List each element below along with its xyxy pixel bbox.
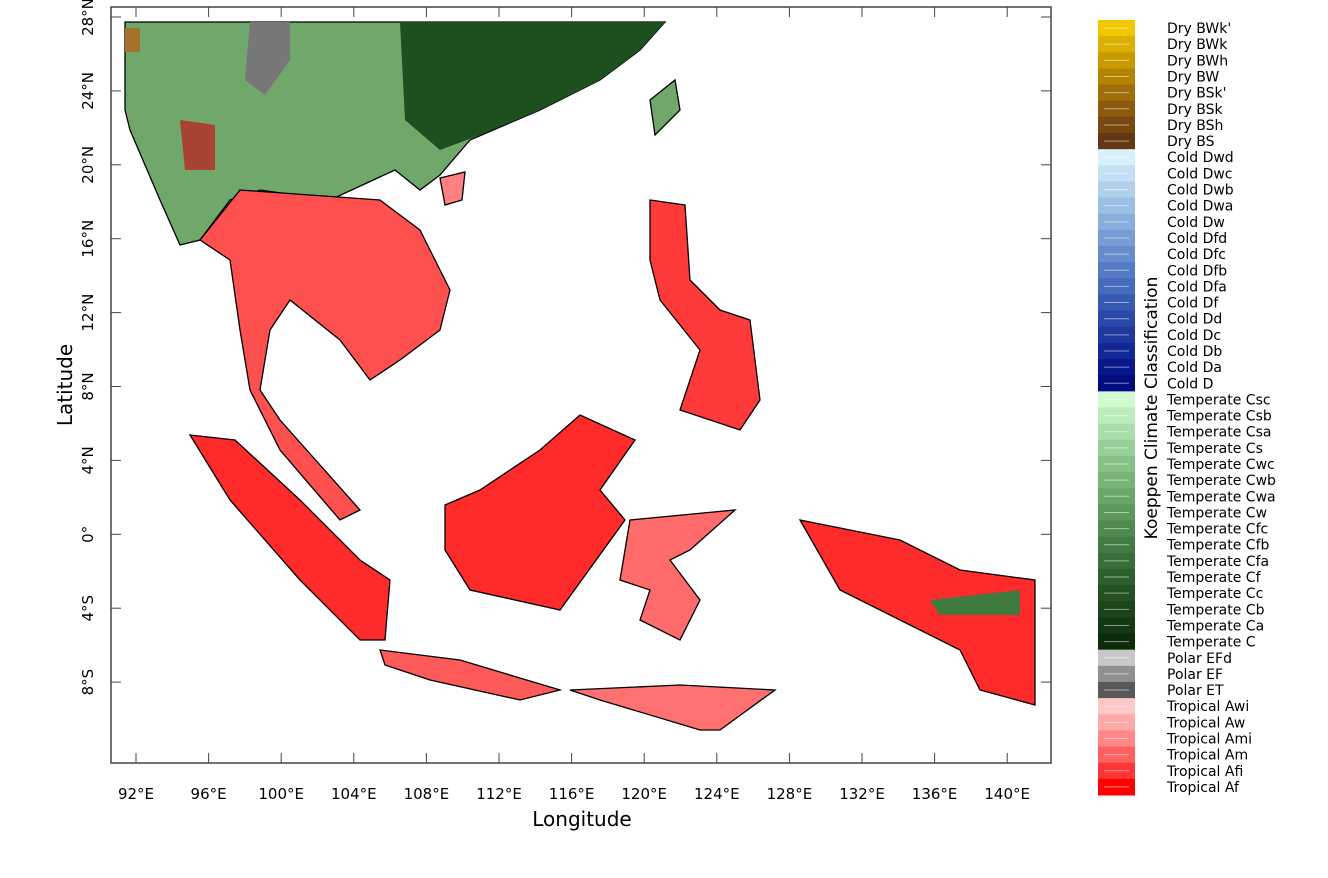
legend-label: Cold Db (1167, 344, 1222, 360)
y-tick-label: 4°S (79, 595, 97, 622)
y-tick-label: 8°S (79, 669, 97, 696)
y-tick-label: 4°N (79, 446, 97, 474)
legend-title: Koeppen Climate Classification (1142, 277, 1162, 540)
legend-label: Cold Dfb (1167, 263, 1227, 279)
x-tick-label: 96°E (191, 785, 227, 803)
new-guinea-highlands (930, 590, 1020, 615)
legend-label: Temperate Cc (1166, 586, 1263, 602)
x-tick-label: 100°E (258, 785, 304, 803)
y-axis-label: Latitude (53, 344, 77, 426)
legend-label: Polar EF (1167, 667, 1223, 683)
legend-label: Cold Dwb (1167, 183, 1234, 199)
x-tick-label: 108°E (404, 785, 450, 803)
lesser-sunda (569, 684, 777, 731)
legend-label: Tropical Aw (1166, 715, 1245, 731)
sulawesi (619, 509, 737, 641)
legend-label: Temperate Cw (1166, 505, 1267, 521)
philippines (649, 199, 761, 431)
y-tick-label: 0° (79, 526, 97, 543)
legend-label: Cold Dwd (1167, 150, 1234, 166)
x-tick-label: 104°E (331, 785, 377, 803)
y-tick-label: 24°N (79, 72, 97, 110)
legend-label: Tropical Af (1166, 780, 1240, 796)
x-tick-label: 124°E (694, 785, 740, 803)
legend-label: Dry BS (1167, 134, 1215, 150)
legend-label: Dry BWk' (1167, 21, 1231, 37)
legend-label: Tropical Afi (1166, 764, 1243, 780)
x-tick-label: 92°E (118, 785, 154, 803)
legend-label: Cold Dwc (1167, 166, 1233, 182)
legend-label: Temperate Cfc (1166, 522, 1268, 538)
legend-label: Temperate Cfb (1166, 538, 1270, 554)
legend-label: Cold Df (1167, 296, 1219, 312)
x-tick-label: 140°E (984, 785, 1030, 803)
polar-patch (245, 22, 290, 95)
legend-label: Temperate Cf (1166, 570, 1262, 586)
legend-label: Cold Dd (1167, 312, 1222, 328)
south-china-region (400, 22, 665, 150)
legend-label: Temperate Csb (1166, 409, 1272, 425)
legend-label: Temperate Cb (1166, 602, 1265, 618)
legend-label: Cold Dfd (1167, 231, 1227, 247)
legend-label: Cold Dfa (1167, 279, 1227, 295)
y-tick-label: 16°N (79, 220, 97, 258)
legend-label: Polar EFd (1167, 651, 1232, 667)
legend-label: Cold D (1167, 376, 1213, 392)
legend-label: Cold Dfc (1167, 247, 1226, 263)
legend-label: Cold Dwa (1167, 199, 1233, 215)
legend-label: Temperate Cfa (1166, 554, 1269, 570)
new-guinea (798, 519, 1036, 706)
legend-label: Tropical Awi (1166, 699, 1249, 715)
legend-label: Dry BWh (1167, 53, 1228, 69)
legend-label: Temperate Cwa (1166, 489, 1276, 505)
sumatra (188, 434, 391, 641)
highland-patch (180, 120, 215, 170)
taiwan (649, 78, 681, 137)
x-tick-label: 116°E (549, 785, 595, 803)
legend-label: Polar ET (1167, 683, 1224, 699)
x-tick-label: 132°E (839, 785, 885, 803)
legend-label: Dry BW (1167, 70, 1219, 86)
x-tick-label: 128°E (767, 785, 813, 803)
y-tick-label: 20°N (79, 146, 97, 184)
legend-label: Cold Dc (1167, 328, 1221, 344)
legend-label: Cold Da (1167, 360, 1222, 376)
legend-label: Temperate Ca (1166, 618, 1264, 634)
indochina (199, 189, 451, 521)
legend-label: Dry BSk (1167, 102, 1224, 118)
y-tick-label: 8°N (79, 372, 97, 400)
legend-label: Temperate Csa (1166, 425, 1271, 441)
legend-label: Temperate Cwc (1166, 457, 1275, 473)
hainan (439, 171, 466, 206)
legend-label: Dry BWk (1167, 37, 1228, 53)
legend-label: Tropical Am (1166, 748, 1248, 764)
legend-label: Temperate C (1166, 635, 1256, 651)
legend-label: Dry BSk' (1167, 86, 1226, 102)
x-tick-label: 112°E (476, 785, 522, 803)
legend-label: Cold Dw (1167, 215, 1225, 231)
java (379, 649, 563, 701)
y-tick-label: 12°N (79, 294, 97, 332)
y-tick-label: 28°N (79, 0, 97, 36)
borneo (444, 414, 636, 611)
dry-patch (125, 28, 140, 52)
legend-label: Tropical Ami (1166, 731, 1252, 747)
legend-label: Temperate Cs (1166, 441, 1263, 457)
legend-label: Dry BSh (1167, 118, 1223, 134)
x-tick-label: 136°E (912, 785, 958, 803)
x-axis-label: Longitude (532, 807, 631, 831)
legend-label: Temperate Cwb (1166, 473, 1276, 489)
x-tick-label: 120°E (621, 785, 667, 803)
legend-label: Temperate Csc (1166, 392, 1271, 408)
